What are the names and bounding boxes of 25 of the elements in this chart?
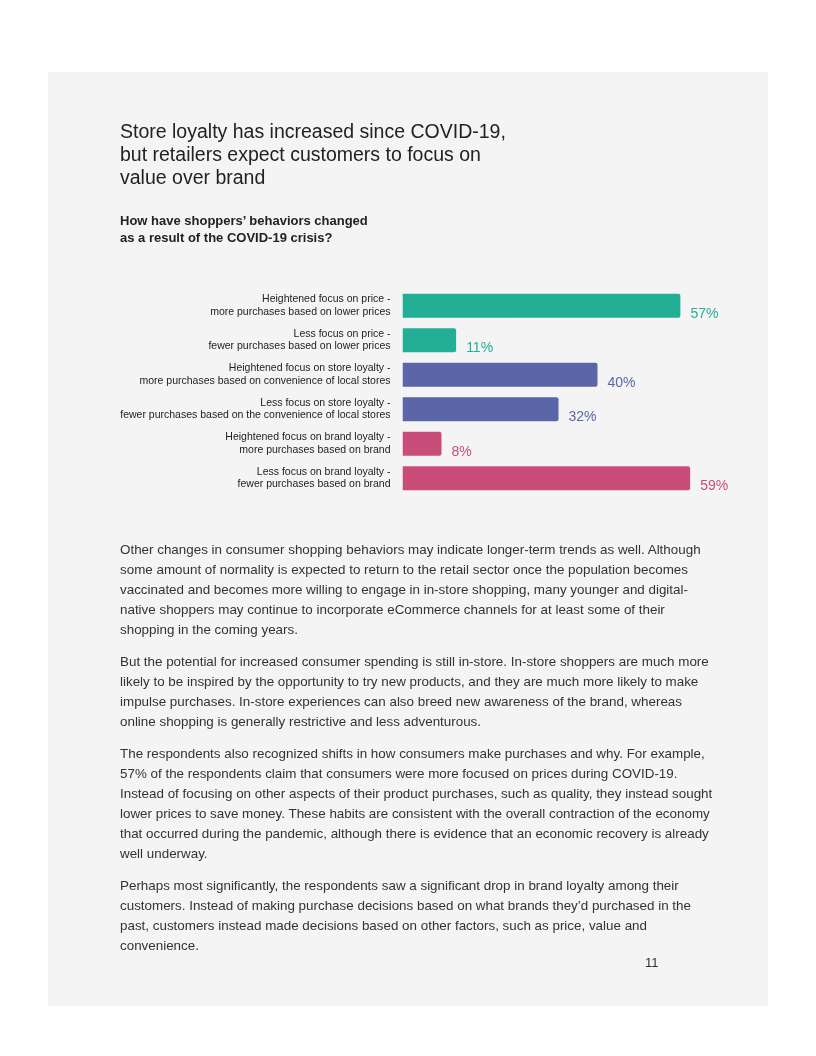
text: Perhaps most significantly, the respondents saw a significant drop in brand loyalty among their customers. Instead of making purchase decisions based on what brands they’d purchased in the past, customers instead made decisions based on other factors, such as price, value and convenience. xyxy=(120,877,692,955)
data-label: 8% xyxy=(451,442,472,459)
bar xyxy=(402,328,457,353)
chart-title: Store loyalty has increased since COVID-19, but retailers expect customers to focus on value over brand xyxy=(120,120,506,189)
text: Other changes in consumer shopping behaviors may indicate longer-term trends as well. Although some amount of normality is expected to return to the retail sector once the population becomes vaccinated and becomes more willing to engage in in-store shopping, many younger and digital-native shoppers may continue to incorporate eCommerce channels for at least some of their shopping in the coming years. xyxy=(120,541,702,639)
data-label: 32% xyxy=(568,408,597,425)
y-tick-label: Less focus on price - fewer purchases based on lower prices xyxy=(208,326,391,352)
data-label: 11% xyxy=(466,339,494,356)
bar xyxy=(402,362,598,387)
text: But the potential for increased consumer spending is still in-store. In-store shoppers are much more likely to be inspired by the opportunity to try new products, and they are much more likely to make impulse purchases. In-store experiences can also breed new awareness of the brand, whereas online shopping is generally restrictive and less adventurous. xyxy=(120,653,710,731)
data-label: 57% xyxy=(690,304,719,321)
y-tick-label: Less focus on store loyalty - fewer purchases based on the convenience of local stores xyxy=(120,395,391,421)
data-label: 40% xyxy=(607,373,636,390)
text: How have shoppers’ behaviors changed as a result of the COVID-19 crisis? xyxy=(120,212,368,246)
y-tick-label: Heightened focus on store loyalty - more purchases based on convenience of local stores xyxy=(139,361,391,386)
text: The respondents also recognized shifts in how consumers make purchases and why. For example, 57% of the respondents claim that consumers were more focused on prices during COVID-19. Instead of focusing on other aspects of their product purchases, such as quality, they instead sought lower prices to save money. These habits are consistent with the overall contraction of the economy that occurred during the pandemic, although there is evidence that an economic recovery is already well underway. xyxy=(120,745,714,863)
y-tick-label: Less focus on brand loyalty - fewer purchases based on brand xyxy=(237,464,391,490)
y-tick-label: Heightened focus on price - more purchases based on lower prices xyxy=(210,292,391,318)
bar xyxy=(402,466,691,491)
text: 11 xyxy=(645,955,659,970)
data-label: 59% xyxy=(700,477,729,494)
bar xyxy=(402,293,681,318)
bar xyxy=(402,397,559,422)
y-tick-label: Heightened focus on brand loyalty - more purchases based on brand xyxy=(225,430,391,455)
bar xyxy=(402,431,442,456)
